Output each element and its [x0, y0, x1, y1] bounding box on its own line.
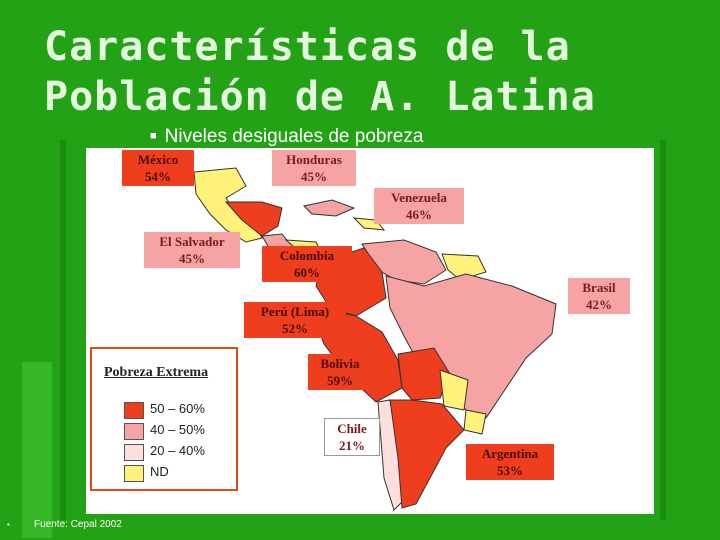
- legend-swatch: [124, 402, 144, 419]
- slide-title: Características de la Población de A. La…: [44, 22, 596, 122]
- label-bolivia: Bolivia 59%: [308, 354, 372, 390]
- label-honduras-name: Honduras: [286, 152, 342, 167]
- label-venezuela-name: Venezuela: [391, 190, 447, 205]
- legend-swatch: [124, 423, 144, 440]
- label-honduras: Honduras 45%: [272, 150, 356, 186]
- legend-label: ND: [150, 464, 169, 479]
- label-peru-name: Perú (Lima): [260, 304, 330, 319]
- label-colombia-name: Colombia: [279, 248, 335, 263]
- label-venezuela-value: 46%: [406, 207, 432, 222]
- label-mexico-value: 54%: [145, 169, 171, 184]
- poverty-map: México 54% Honduras 45% Venezuela 46% El…: [86, 148, 654, 514]
- paraguay-region: [439, 369, 469, 411]
- title-line-2: Población de A. Latina: [44, 74, 596, 120]
- label-argentina-value: 53%: [497, 463, 523, 478]
- label-bolivia-name: Bolivia: [320, 356, 360, 371]
- label-brasil-value: 42%: [586, 297, 612, 312]
- mexico-south-region: [224, 201, 283, 237]
- label-chile: Chile 21%: [324, 418, 380, 456]
- label-brasil: Brasil 42%: [568, 278, 630, 314]
- label-mexico-name: México: [137, 152, 179, 167]
- uruguay-region: [463, 409, 487, 435]
- footer-bullet-icon: ▪: [7, 520, 10, 529]
- label-chile-value: 21%: [339, 438, 365, 453]
- map-drawing: [193, 167, 557, 511]
- caribbean-islands: [302, 199, 356, 217]
- label-peru: Perú (Lima) 52%: [244, 302, 346, 338]
- label-brasil-name: Brasil: [582, 280, 616, 295]
- label-colombia-value: 60%: [294, 265, 320, 280]
- argentina-region: [389, 399, 465, 509]
- source-footer: Fuente: Cepal 2002: [34, 519, 122, 530]
- legend-swatch: [124, 465, 144, 482]
- label-venezuela: Venezuela 46%: [374, 188, 464, 224]
- brazil-region: [385, 273, 557, 419]
- bullet-text: Niveles desiguales de pobreza: [164, 126, 424, 147]
- label-argentina: Argentina 53%: [466, 444, 554, 480]
- label-honduras-value: 45%: [301, 169, 327, 184]
- legend-label: 20 – 40%: [150, 443, 205, 458]
- label-el-salvador-name: El Salvador: [159, 234, 225, 249]
- legend-swatch: [124, 444, 144, 461]
- subtitle-bullet: ■ Niveles desiguales de pobreza: [150, 126, 423, 148]
- title-line-1: Características de la: [44, 24, 571, 70]
- label-peru-value: 52%: [282, 321, 308, 336]
- map-legend: Pobreza Extrema 50 – 60% 40 – 50% 20 – 4…: [90, 347, 238, 491]
- legend-title: Pobreza Extrema: [104, 365, 209, 380]
- label-mexico: México 54%: [122, 150, 194, 186]
- label-el-salvador-value: 45%: [179, 251, 205, 266]
- label-el-salvador: El Salvador 45%: [144, 232, 240, 268]
- bolivia-region: [397, 347, 451, 401]
- legend-label: 50 – 60%: [150, 401, 205, 416]
- label-bolivia-value: 59%: [327, 373, 353, 388]
- square-bullet-icon: ■: [150, 130, 157, 142]
- label-colombia: Colombia 60%: [262, 246, 352, 282]
- label-chile-name: Chile: [337, 421, 367, 436]
- label-argentina-name: Argentina: [481, 446, 539, 461]
- legend-label: 40 – 50%: [150, 422, 205, 437]
